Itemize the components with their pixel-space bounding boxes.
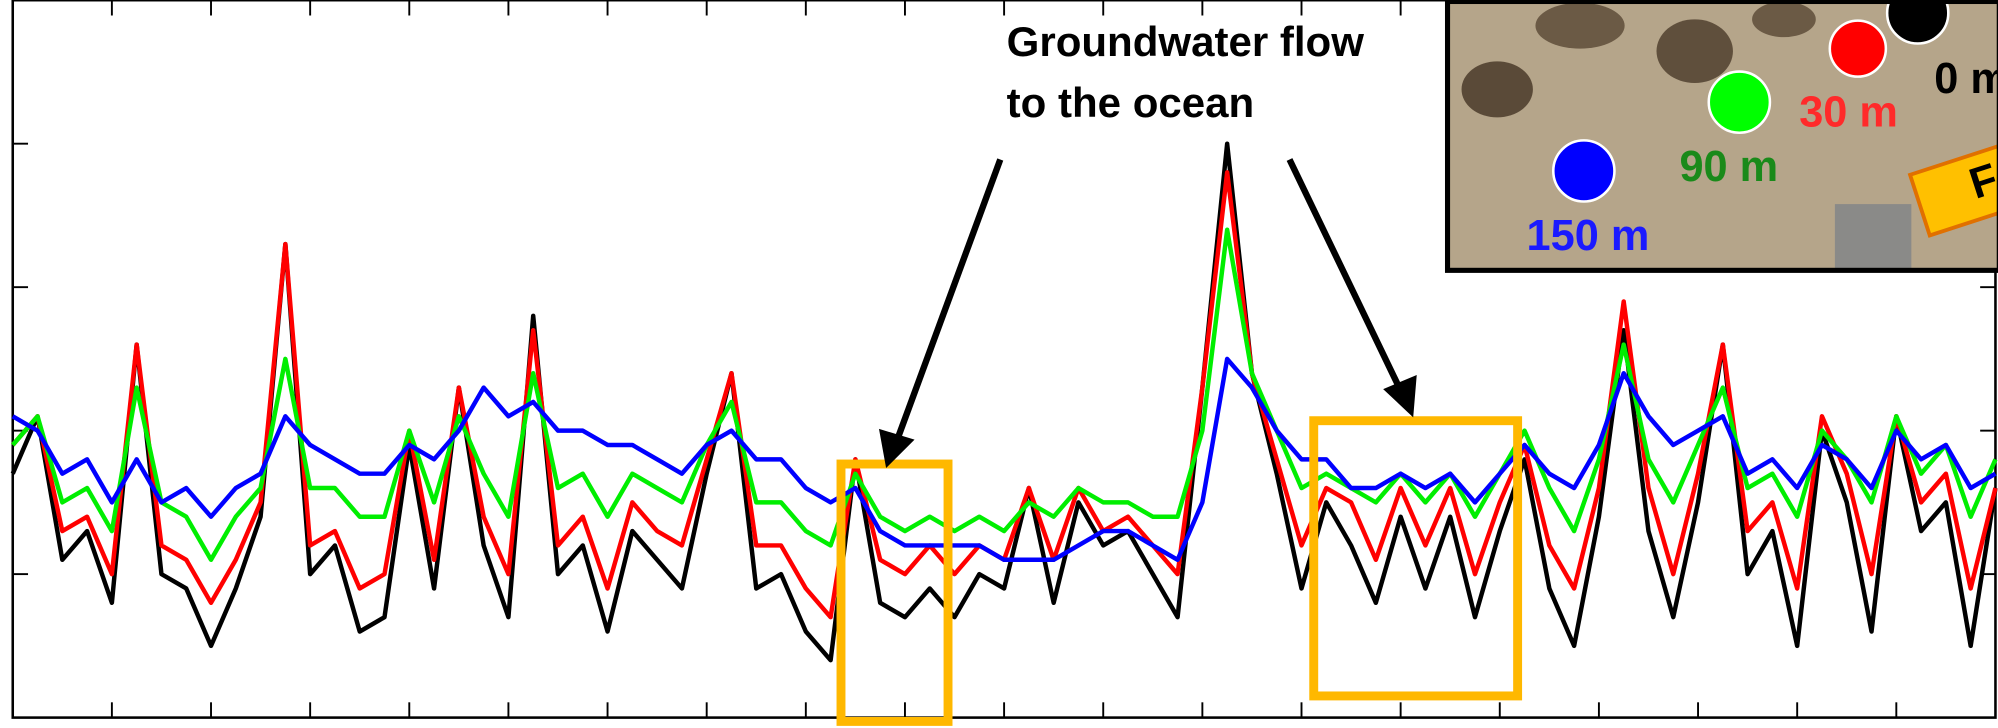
annotation: to the ocean bbox=[1007, 79, 1255, 126]
site-dot bbox=[1830, 21, 1886, 77]
annotation: Groundwater flow bbox=[1007, 18, 1365, 65]
map-patch bbox=[1535, 3, 1624, 49]
site-dot bbox=[1709, 72, 1770, 133]
inset-label: 150 m bbox=[1527, 212, 1650, 260]
inset-map: 0 m 30 m 90 m 150 m F bbox=[1446, 0, 1998, 272]
map-patch bbox=[1462, 61, 1533, 117]
inset-label: 0 m bbox=[1934, 55, 1998, 103]
site-dot bbox=[1553, 140, 1614, 201]
map-building bbox=[1835, 204, 1911, 272]
chart: Groundwater flow to the ocean 0 m 30 m 9… bbox=[0, 0, 1998, 728]
map-patch bbox=[1752, 1, 1816, 37]
page: Groundwater flow to the ocean 0 m 30 m 9… bbox=[0, 0, 1998, 728]
inset-label: 90 m bbox=[1679, 143, 1778, 191]
map-patch bbox=[1657, 19, 1733, 83]
inset-label: 30 m bbox=[1799, 88, 1898, 136]
